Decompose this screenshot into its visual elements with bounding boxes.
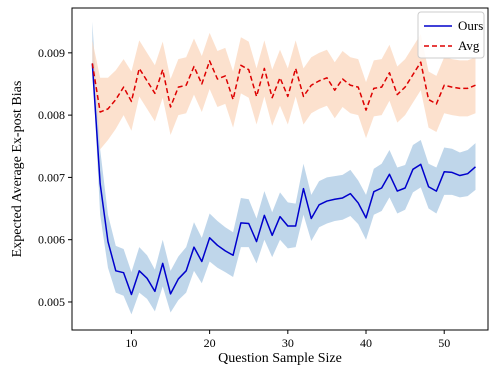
plot-frame (71, 7, 489, 331)
band-avg (92, 32, 476, 150)
line-ours (91, 63, 476, 296)
x-tick-label: 30 (282, 336, 294, 350)
legend: Ours Avg (417, 11, 485, 59)
band-ours (92, 21, 476, 315)
x-tick-label: 40 (360, 336, 372, 350)
y-tick-label: 0.005 (38, 295, 65, 309)
x-tick-label: 20 (204, 336, 216, 350)
series-lines (91, 60, 476, 296)
x-tick-label: 50 (438, 336, 450, 350)
legend-label-avg: Avg (458, 38, 480, 53)
y-axis-ticks: 0.005 0.006 0.007 0.008 0.009 (38, 46, 72, 309)
legend-label-ours: Ours (458, 18, 483, 33)
y-tick-label: 0.006 (38, 233, 65, 247)
y-tick-label: 0.007 (38, 170, 65, 184)
line-avg (91, 60, 476, 113)
x-axis-ticks: 10 20 30 40 50 (125, 330, 450, 350)
x-axis-label: Question Sample Size (218, 351, 342, 366)
y-axis-label: Expected Average Ex-post Bias (10, 81, 25, 258)
confidence-bands (92, 21, 476, 315)
y-tick-label: 0.009 (38, 46, 65, 60)
x-tick-label: 10 (125, 336, 137, 350)
y-tick-label: 0.008 (38, 108, 65, 122)
